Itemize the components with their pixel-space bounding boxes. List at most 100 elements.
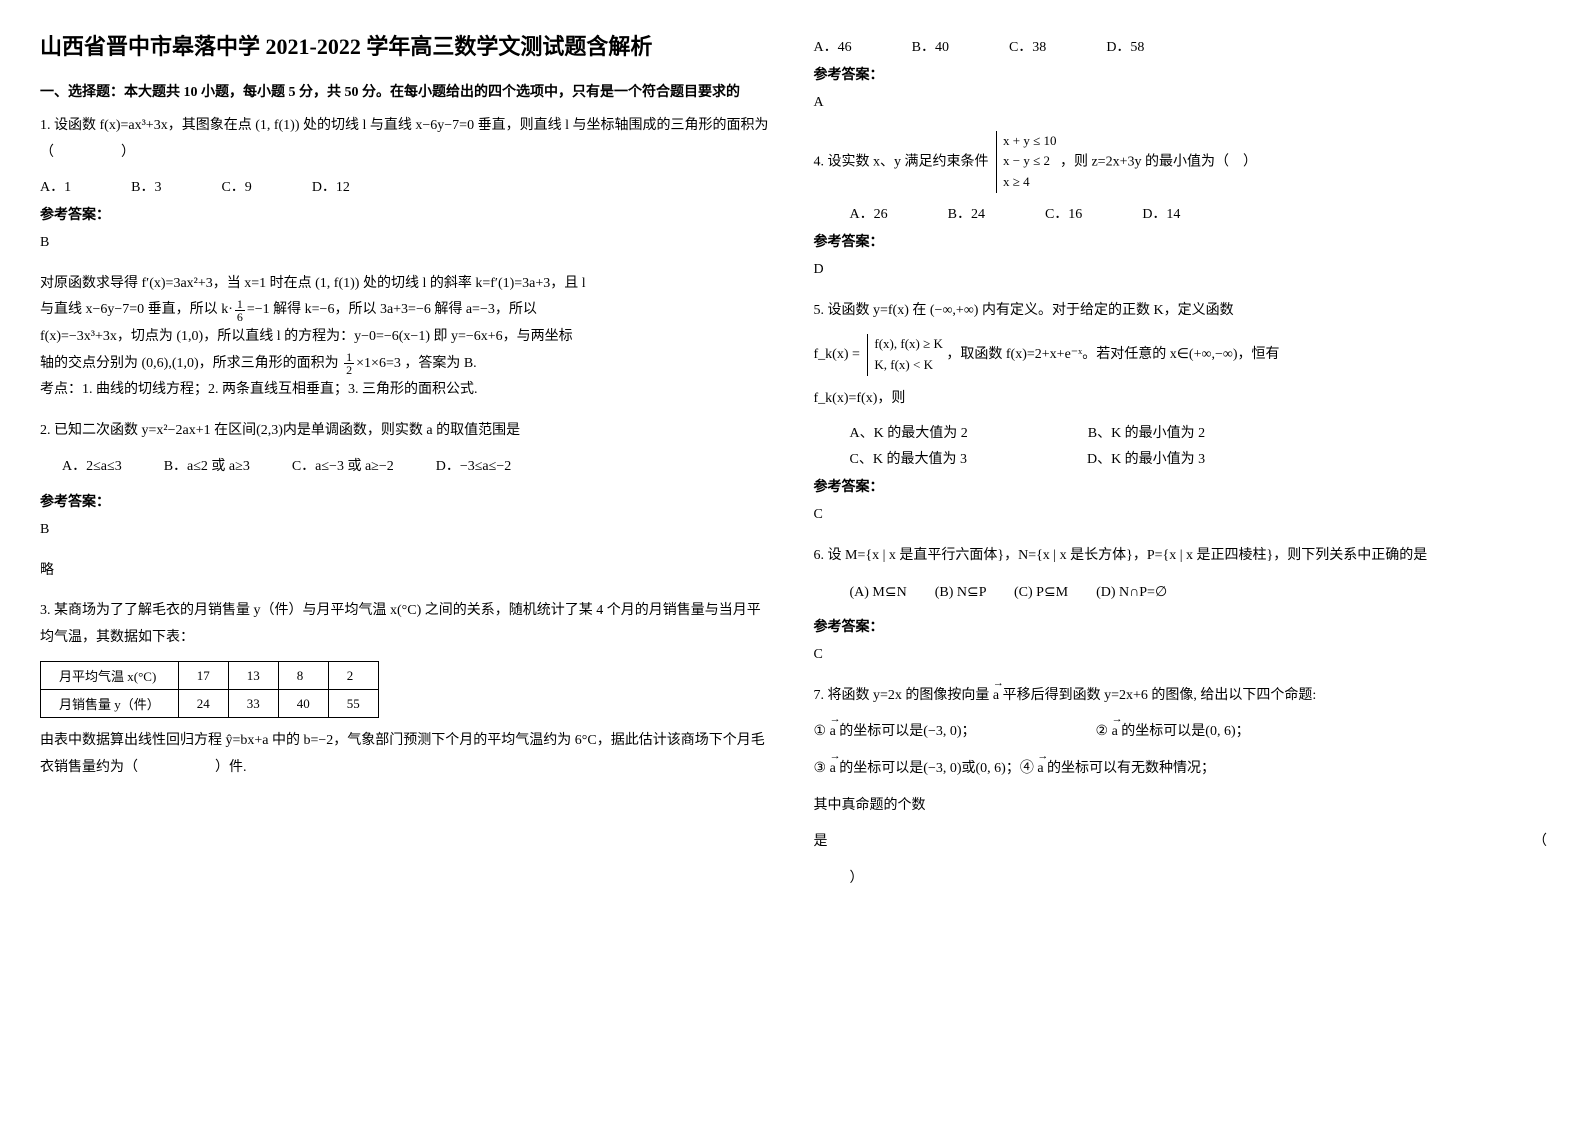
q3-opt-a: A．46 (814, 36, 852, 56)
q5-stem-1: 5. 设函数 y=f(x) 在 (−∞,+∞) 内有定义。对于给定的正数 K，定… (814, 298, 1548, 325)
q5-brace: f(x), f(x) ≥ K K, f(x) < K (867, 334, 943, 376)
q1-sol-4b: ，答案为 B. (404, 356, 476, 371)
table-row: 月平均气温 x(°C) 17 13 8 2 (41, 662, 379, 690)
brace-row: x ≥ 4 (1003, 172, 1056, 193)
q1-answer-label: 参考答案： (40, 204, 774, 224)
q4-opt-b: B．24 (948, 203, 985, 223)
cell: 月平均气温 x(°C) (41, 662, 179, 690)
q7-prop-1: ① a 的坐标可以是(−3, 0)； (814, 719, 976, 746)
q1-sol-2a: 与直线 x−6y−7=0 垂直，所以 (40, 302, 221, 317)
q1-opt-a: A．1 (40, 176, 71, 196)
vector-a-icon: a (830, 756, 836, 783)
q1-frac-area: 12×1×6=3 (342, 356, 401, 371)
q1-sol-line3: f(x)=−3x³+3x，切点为 (1,0)，所以直线 l 的方程为：y−0=−… (40, 324, 774, 351)
q5-stem-3: f_k(x)=f(x)，则 (814, 386, 1548, 413)
cell: 8 (278, 662, 328, 690)
page-title: 山西省晋中市皋落中学 2021-2022 学年高三数学文测试题含解析 (40, 30, 774, 63)
q6-stem: 6. 设 M={x | x 是直平行六面体}，N={x | x 是长方体}，P=… (814, 543, 1548, 570)
q3-stem-2a: 由表中数据算出线性回归方程 ŷ=bx+a 中的 b=−2，气象部门预测下个月的平… (40, 733, 765, 775)
q5-opt-c: C、K 的最大值为 3 (850, 448, 967, 468)
q7-line-e-b: （ (1533, 829, 1547, 856)
q1-sol-2b: 解得 k=−6，所以 3a+3=−6 解得 a=−3，所以 (273, 302, 537, 317)
q1-stem-a: 1. 设函数 f(x)=ax³+3x，其图象在点 (1, f(1)) 处的切线 … (40, 118, 768, 160)
vector-a-icon: a (993, 683, 999, 710)
cell: 月销售量 y（件） (41, 690, 179, 718)
q1-solution: 对原函数求导得 f′(x)=3ax²+3，当 x=1 时在点 (1, f(1))… (40, 271, 774, 404)
table-row: 月销售量 y（件） 24 33 40 55 (41, 690, 379, 718)
cell: 40 (278, 690, 328, 718)
q6-answer-label: 参考答案： (814, 616, 1548, 636)
q3-options: A．46 B．40 C．38 D．58 (814, 36, 1548, 56)
q3-opt-c: C．38 (1009, 36, 1046, 56)
q3-opt-d: D．58 (1106, 36, 1144, 56)
q5-brace-prefix: f_k(x) = (814, 347, 864, 362)
q5-answer-letter: C (814, 502, 1548, 529)
q7-line-d: 其中真命题的个数 (814, 793, 1548, 820)
q4-answer-label: 参考答案： (814, 231, 1548, 251)
q5-answer-label: 参考答案： (814, 476, 1548, 496)
cell: 17 (178, 662, 228, 690)
q1-opt-d: D．12 (312, 176, 350, 196)
q3-answer-label: 参考答案： (814, 64, 1548, 84)
q7-line-e-a: 是 (814, 829, 828, 856)
q1-sol-line4: 轴的交点分别为 (0,6),(1,0)，所求三角形的面积为 12×1×6=3 ，… (40, 351, 774, 378)
q4-answer-letter: D (814, 257, 1548, 284)
q1-answer-letter: B (40, 230, 774, 257)
q2-answer-label: 参考答案： (40, 491, 774, 511)
brace-row: x − y ≤ 2 (1003, 151, 1056, 172)
q7-stem: 7. 将函数 y=2x 的图像按向量 a 平移后得到函数 y=2x+6 的图像,… (814, 683, 1548, 710)
q5-options-row1: A、K 的最大值为 2 B、K 的最小值为 2 (850, 422, 1548, 442)
q6-answer-letter: C (814, 642, 1548, 669)
q1-opt-b: B．3 (131, 176, 161, 196)
q4-options: A．26 B．24 C．16 D．14 (850, 203, 1548, 223)
q7-stem-text-a: 7. 将函数 y=2x 的图像按向量 (814, 688, 993, 703)
q2-stem: 2. 已知二次函数 y=x²−2ax+1 在区间(2,3)内是单调函数，则实数 … (40, 418, 774, 445)
q5-piecewise: f_k(x) = f(x), f(x) ≥ K K, f(x) < K ，取函数… (814, 334, 1548, 376)
left-column: 山西省晋中市皋落中学 2021-2022 学年高三数学文测试题含解析 一、选择题… (40, 30, 774, 902)
q1-sol-line1: 对原函数求导得 f′(x)=3ax²+3，当 x=1 时在点 (1, f(1))… (40, 271, 774, 298)
q5-options-row2: C、K 的最大值为 3 D、K 的最小值为 3 (850, 448, 1548, 468)
cell: 55 (328, 690, 378, 718)
q2-answer-letter: B (40, 517, 774, 544)
q3-stem-1: 3. 某商场为了了解毛衣的月销售量 y（件）与月平均气温 x(°C) 之间的关系… (40, 598, 774, 651)
q1-opt-c: C．9 (221, 176, 251, 196)
q1-sol-4a: 轴的交点分别为 (0,6),(1,0)，所求三角形的面积为 (40, 356, 342, 371)
cell: 33 (228, 690, 278, 718)
cell: 13 (228, 662, 278, 690)
vector-a-icon: a (830, 719, 836, 746)
q4: 4. 设实数 x、y 满足约束条件 x + y ≤ 10 x − y ≤ 2 x… (814, 131, 1548, 193)
q3-table: 月平均气温 x(°C) 17 13 8 2 月销售量 y（件） 24 33 40… (40, 661, 379, 718)
q1-sol-line5: 考点：1. 曲线的切线方程；2. 两条直线互相垂直；3. 三角形的面积公式. (40, 377, 774, 404)
q4-stem-b: ，则 z=2x+3y 的最小值为（ ） (1060, 154, 1257, 169)
q1-options: A．1 B．3 C．9 D．12 (40, 176, 774, 196)
q3-answer-letter: A (814, 90, 1548, 117)
brace-row: x + y ≤ 10 (1003, 131, 1056, 152)
q5-opt-a: A、K 的最大值为 2 (850, 422, 968, 442)
q4-opt-a: A．26 (850, 203, 888, 223)
vector-a-icon: a (1037, 756, 1043, 783)
q1-stem-b: ） (121, 145, 135, 160)
cell: 24 (178, 690, 228, 718)
q4-opt-d: D．14 (1142, 203, 1180, 223)
q1-sol-line2: 与直线 x−6y−7=0 垂直，所以 k·16=−1 解得 k=−6，所以 3a… (40, 297, 774, 324)
q7-line-f: ） (850, 866, 1548, 893)
q1: 1. 设函数 f(x)=ax³+3x，其图象在点 (1, f(1)) 处的切线 … (40, 113, 774, 166)
vector-a-icon: a (1112, 719, 1118, 746)
brace-row: K, f(x) < K (874, 355, 943, 376)
q6-options: (A) M⊆N (B) N⊆P (C) P⊆M (D) N∩P=∅ (850, 580, 1548, 607)
q3-stem-2: 由表中数据算出线性回归方程 ŷ=bx+a 中的 b=−2，气象部门预测下个月的平… (40, 728, 774, 781)
section-1-heading: 一、选择题：本大题共 10 小题，每小题 5 分，共 50 分。在每小题给出的四… (40, 81, 774, 101)
q5-stem-2: ，取函数 f(x)=2+x+e⁻ˣ。若对任意的 x∈(+∞,−∞)，恒有 (946, 347, 1279, 362)
q1-frac-k: k·16=−1 (221, 302, 269, 317)
q7-line-c: ③ a 的坐标可以是(−3, 0)或(0, 6)；④ a 的坐标可以有无数种情况… (814, 756, 1548, 783)
brace-row: f(x), f(x) ≥ K (874, 334, 943, 355)
q7-stem-text-b: 平移后得到函数 y=2x+6 的图像, 给出以下四个命题: (999, 688, 1316, 703)
q4-brace: x + y ≤ 10 x − y ≤ 2 x ≥ 4 (996, 131, 1056, 193)
q2-options: A．2≤a≤3 B．a≤2 或 a≥3 C．a≤−3 或 a≥−2 D．−3≤a… (62, 454, 774, 481)
cell: 2 (328, 662, 378, 690)
q5-opt-d: D、K 的最小值为 3 (1087, 448, 1205, 468)
q7-line-ab: ① a 的坐标可以是(−3, 0)； ② a 的坐标可以是(0, 6)； (814, 719, 1548, 746)
q4-opt-c: C．16 (1045, 203, 1082, 223)
right-column: A．46 B．40 C．38 D．58 参考答案： A 4. 设实数 x、y 满… (814, 30, 1548, 902)
q2-solution: 略 (40, 558, 774, 585)
